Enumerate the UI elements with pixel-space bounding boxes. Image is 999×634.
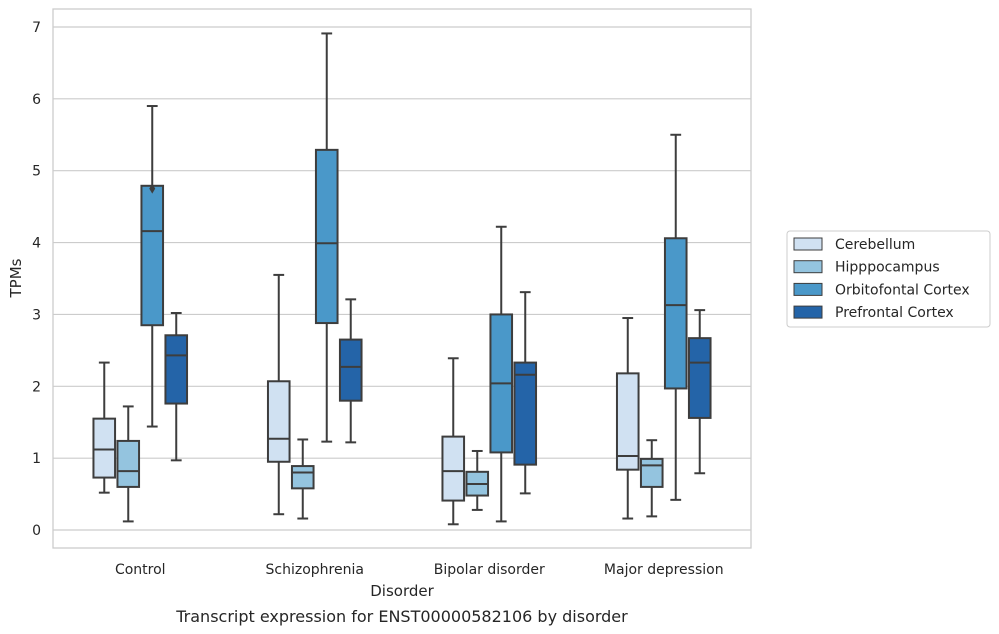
legend: Cerebellum Hipppocampus Orbitofontal Corte… <box>786 230 991 328</box>
box-body <box>639 457 664 488</box>
y-tick-label: 2 <box>32 379 41 395</box>
box-1-0 <box>266 273 291 516</box>
y-tick-label: 6 <box>32 92 41 108</box>
box-body <box>116 439 141 488</box>
box-3-1 <box>639 439 664 518</box>
box-2-0 <box>441 357 466 526</box>
box-2-2 <box>489 225 514 523</box>
box-body <box>314 148 339 325</box>
y-tick-label: 0 <box>32 523 41 539</box>
y-tick-labels: 0 1 2 3 4 5 6 7 <box>32 20 41 539</box>
y-axis-label: TPMs <box>7 258 25 298</box>
legend-label: Cerebellum <box>835 237 915 253</box>
y-tick-label: 4 <box>32 236 41 252</box>
box-0-1 <box>116 405 141 523</box>
legend-swatch <box>793 305 823 319</box>
y-tick-label: 7 <box>32 20 41 36</box>
y-tick-label: 1 <box>32 451 41 467</box>
box-body <box>140 184 165 327</box>
x-tick-label: Major depression <box>604 562 724 578</box>
box-body <box>441 435 466 502</box>
box-body <box>615 372 640 471</box>
chart-caption: Transcript expression for ENST0000058210… <box>175 607 628 626</box>
box-body <box>92 417 117 479</box>
legend-swatch <box>793 260 823 274</box>
box-3-2 <box>663 133 688 501</box>
legend-label: Prefrontal Cortex <box>835 305 954 321</box>
legend-frame <box>786 230 991 328</box>
box-groups <box>92 32 712 526</box>
box-1-1 <box>290 438 315 520</box>
legend-swatch <box>793 282 823 296</box>
box-3-0 <box>615 317 640 520</box>
box-body <box>663 237 688 390</box>
box-body <box>338 338 363 402</box>
box-body <box>513 361 538 466</box>
x-axis-label: Disorder <box>370 582 434 600</box>
box-0-0 <box>92 361 117 494</box>
box-body <box>266 380 291 463</box>
y-tick-label: 5 <box>32 164 41 180</box>
box-1-2 <box>314 32 339 443</box>
x-tick-labels: Control Schizophrenia Bipolar disorder Majo… <box>115 562 724 578</box>
box-2-1 <box>465 449 490 511</box>
box-body <box>290 465 315 490</box>
legend-swatch <box>793 237 823 251</box>
y-tick-label: 3 <box>32 307 41 323</box>
box-body <box>164 334 189 405</box>
box-2-3 <box>513 291 538 495</box>
x-tick-label: Schizophrenia <box>266 562 364 578</box>
legend-label: Orbitofontal Cortex <box>835 282 970 298</box>
box-3-3 <box>687 309 712 475</box>
box-body <box>687 337 712 419</box>
box-0-2 <box>140 105 165 428</box>
outlier-point <box>149 183 156 194</box>
x-tick-label: Control <box>115 562 166 578</box>
box-1-3 <box>338 298 363 444</box>
x-tick-label: Bipolar disorder <box>434 562 545 578</box>
box-0-3 <box>164 311 189 462</box>
legend-label: Hipppocampus <box>835 260 940 276</box>
